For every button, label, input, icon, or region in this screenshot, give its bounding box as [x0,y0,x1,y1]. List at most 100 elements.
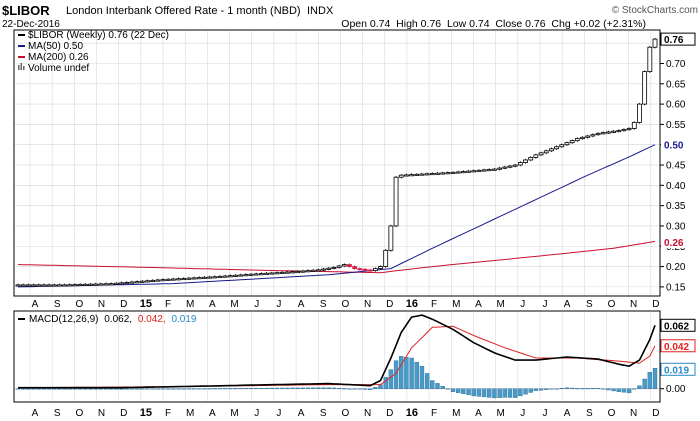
price-candle [103,283,109,286]
macd-histogram-bar [554,388,559,390]
macd-legend-swatch [18,318,25,320]
ma50-legend-swatch [18,45,25,47]
macd-histogram-bar [487,388,492,398]
price-x-label: J [254,299,259,310]
macd-histogram-bar [222,388,228,390]
macd-histogram-bar [207,388,212,390]
price-candle [605,131,611,134]
price-candle [492,168,497,171]
macd-histogram-bar [632,388,637,390]
price-candle [362,268,368,271]
macd-histogram-bar [445,388,451,390]
price-candle [538,152,544,156]
macd-x-label: M [186,408,194,419]
price-candle [20,284,26,287]
price-candle [274,272,280,275]
macd-x-label: J [520,408,525,419]
price-x-label: D [120,299,127,310]
macd-histogram-bar [569,387,575,389]
macd-x-label: J [276,408,281,419]
macd-histogram-bar [471,388,476,397]
macd-histogram-bar [41,388,47,390]
price-candle [57,284,62,287]
price-candle [15,284,21,287]
price-candle [269,272,275,275]
macd-histogram-bar [378,384,383,389]
price-candle [279,271,285,274]
price-x-label: N [98,299,105,310]
price-legend: $LIBOR (Weekly) 0.76 (22 Dec) MA(50) 0.5… [18,30,169,74]
price-candle [124,282,130,285]
macd-histogram-bar [502,388,508,398]
macd-histogram-bar [316,387,321,389]
price-candle [181,278,187,281]
signal-legend-value: 0.042, [138,314,166,325]
price-candle [378,266,383,270]
macd-badge-text: 0.062 [664,321,689,332]
macd-histogram-bar [404,356,409,389]
macd-histogram-bar [336,388,342,390]
price-candle [207,276,213,279]
price-x-label: A [475,299,482,310]
volume-legend-label: Volume undef [28,63,89,74]
price-candle [517,162,523,166]
macd-histogram-bar [202,388,207,390]
price-candle [93,283,99,286]
macd-histogram-bar [544,388,549,390]
macd-histogram-bar [430,380,435,389]
price-candle [626,128,632,131]
price-x-label: 15 [140,298,152,310]
macd-histogram-bar [83,388,88,390]
macd-histogram-bar [31,388,36,390]
macd-x-label: A [209,408,216,419]
macd-histogram-bar [507,388,513,398]
price-candle [191,277,197,280]
price-candle [253,273,259,276]
price-candle [336,265,342,268]
svg-text:MACD(12,26,9) 0.062,: MACD(12,26,9) 0.062, 0.042, 0.019 [29,314,197,325]
exchange-label: INDX [307,5,334,17]
price-candle [139,280,145,283]
price-candle [170,278,176,281]
macd-x-label: F [165,408,171,419]
price-candle [134,281,140,284]
macd-histogram-bar [264,387,269,389]
macd-histogram-bar [611,388,616,392]
macd-histogram-bar [212,388,217,390]
macd-histogram-bar [57,388,62,390]
histogram-legend-value: 0.019 [171,314,196,325]
price-candle [419,173,425,176]
macd-histogram-bar [310,387,316,389]
price-candle [486,169,492,172]
price-x-label: J [520,299,525,310]
macd-badge-box [660,318,696,332]
instrument-name: London Interbank Offered Rate - 1 month … [66,5,301,17]
macd-histogram-bar [616,388,621,392]
price-candle [341,264,347,267]
price-candle [621,129,627,132]
price-candle [326,267,332,270]
ma200-legend-swatch [18,56,25,58]
price-panel [13,29,661,297]
macd-histogram-bar [103,388,109,390]
macd-histogram-bar [642,378,647,389]
macd-histogram-bar [191,388,197,390]
histogram-badge-text: 0.019 [664,365,689,376]
price-candle [512,164,518,167]
macd-x-label: D [120,408,127,419]
macd-histogram-bar [326,387,331,389]
macd-x-label: S [54,408,61,419]
price-candle [450,171,456,174]
price-candle [393,176,399,227]
macd-x-label: A [564,408,571,419]
price-x-label: O [75,299,83,310]
macd-x-label: A [298,408,305,419]
price-candle [186,277,192,280]
price-candle [77,284,83,287]
macd-histogram-bar [440,385,445,389]
price-candle [352,266,358,270]
price-x-label: N [630,299,637,310]
macd-x-label: A [475,408,482,419]
price-candle [150,279,156,282]
macd-x-label: 15 [140,407,152,419]
